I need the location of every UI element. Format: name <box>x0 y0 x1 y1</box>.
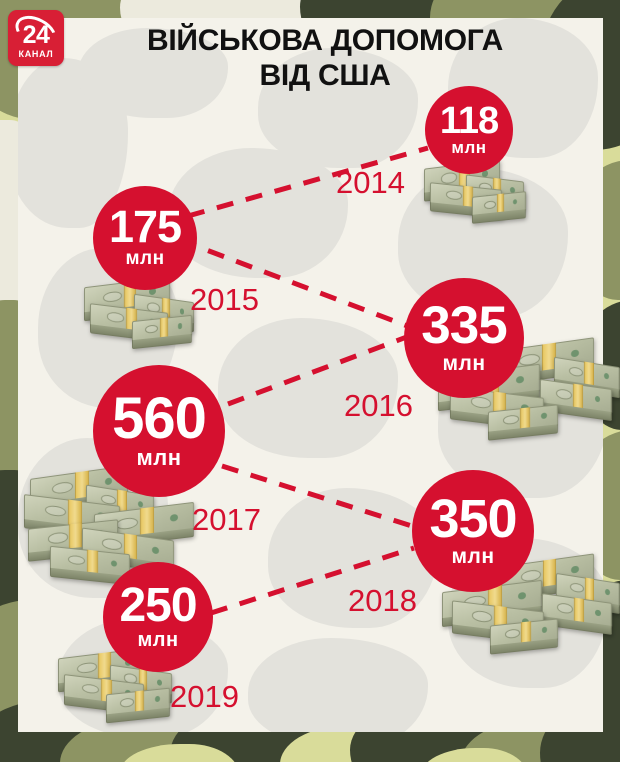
value-bubble-2014[interactable]: 118 млн <box>425 86 513 174</box>
link-2017-2016 <box>227 329 421 407</box>
year-label-2015: 2015 <box>190 282 259 317</box>
logo-number: 24 <box>22 21 50 49</box>
value-text: 350 <box>429 488 517 549</box>
year-label-2014: 2014 <box>336 165 405 200</box>
panel-texture-blob <box>268 488 438 628</box>
link-2015-2014 <box>187 145 429 219</box>
link-2019-2018 <box>210 545 415 616</box>
year-label-2017: 2017 <box>192 502 261 537</box>
camo-patch <box>120 744 240 762</box>
link-2015-2016 <box>179 237 419 333</box>
unit-text: млн <box>451 545 495 569</box>
value-bubble-2016[interactable]: 335 млн <box>404 278 524 398</box>
value-bubble-2017[interactable]: 560 млн <box>93 365 225 497</box>
title-line-2: ВІД США <box>259 58 391 92</box>
unit-text: млн <box>125 247 165 269</box>
value-text: 118 <box>439 99 499 142</box>
unit-text: млн <box>136 445 182 471</box>
year-label-2016: 2016 <box>344 388 413 423</box>
value-text: 250 <box>119 579 197 633</box>
value-bubble-2015[interactable]: 175 млн <box>93 186 197 290</box>
unit-text: млн <box>442 351 486 375</box>
logo-word: КАНАЛ <box>18 49 54 59</box>
unit-text: млн <box>451 137 487 157</box>
panel-texture-blob <box>248 638 428 732</box>
value-text: 560 <box>112 386 207 452</box>
value-bubble-2018[interactable]: 350 млн <box>412 470 534 592</box>
link-2017-2018 <box>221 463 419 531</box>
year-label-2018: 2018 <box>348 583 417 618</box>
value-text: 335 <box>421 296 507 356</box>
value-bubble-2019[interactable]: 250 млн <box>103 562 213 672</box>
camo-patch <box>420 748 530 762</box>
unit-text: млн <box>137 628 179 651</box>
page-title: ВІЙСЬКОВА ДОПОМОГА ВІД США <box>60 24 590 93</box>
title-line-1: ВІЙСЬКОВА ДОПОМОГА <box>147 24 503 57</box>
value-text: 175 <box>108 201 182 253</box>
panel-texture-blob <box>258 48 418 168</box>
year-label-2019: 2019 <box>170 679 239 714</box>
channel-logo[interactable]: 24 КАНАЛ <box>8 9 64 66</box>
panel-texture-blob <box>218 318 398 458</box>
panel-texture-blob <box>78 28 228 118</box>
